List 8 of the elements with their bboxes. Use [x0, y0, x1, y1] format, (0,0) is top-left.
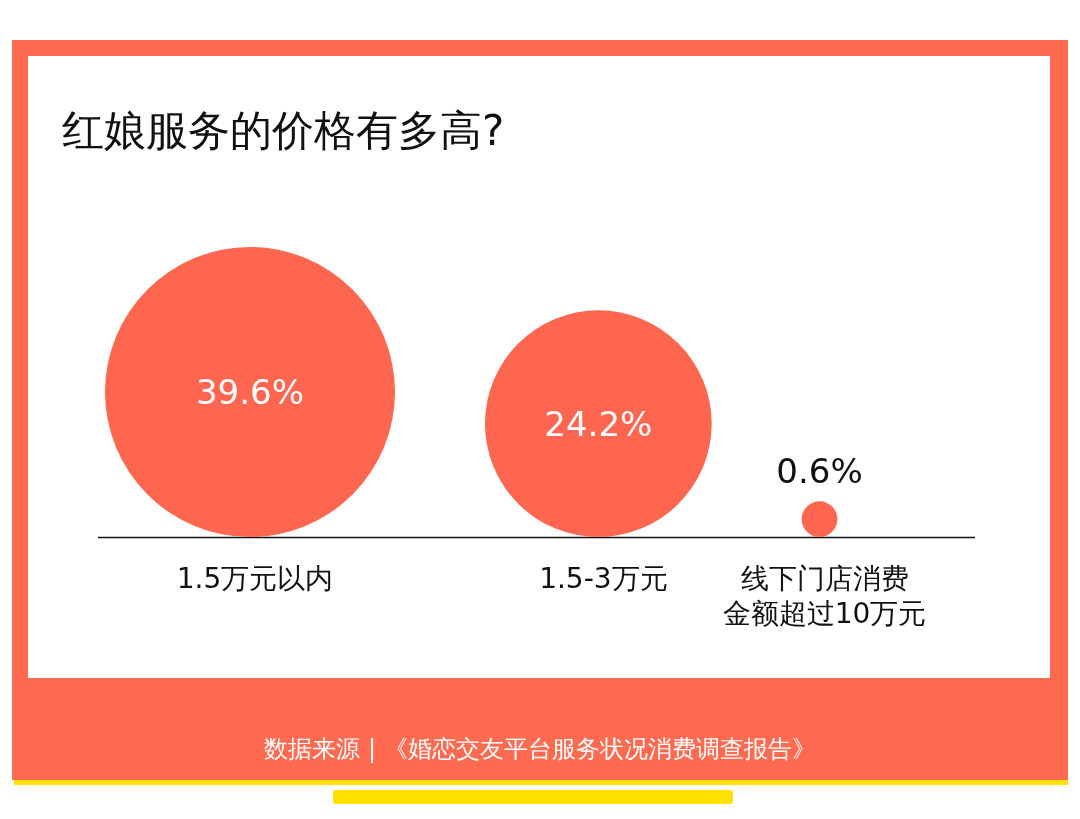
category-label: 线下门店消费金额超过10万元 [722, 562, 927, 630]
category-label: 1.5万元以内 [176, 562, 334, 595]
text: 红娘服务的价格有多高? [62, 106, 505, 155]
source-note: 数据来源 | 《婚恋交友平台服务状况消费调查报告》 [264, 735, 816, 763]
data-label: 39.6% [195, 372, 305, 412]
data-label: 0.6% [776, 451, 863, 492]
category-label: 1.5-3万元 [539, 562, 668, 595]
data-label: 24.2% [544, 403, 653, 444]
